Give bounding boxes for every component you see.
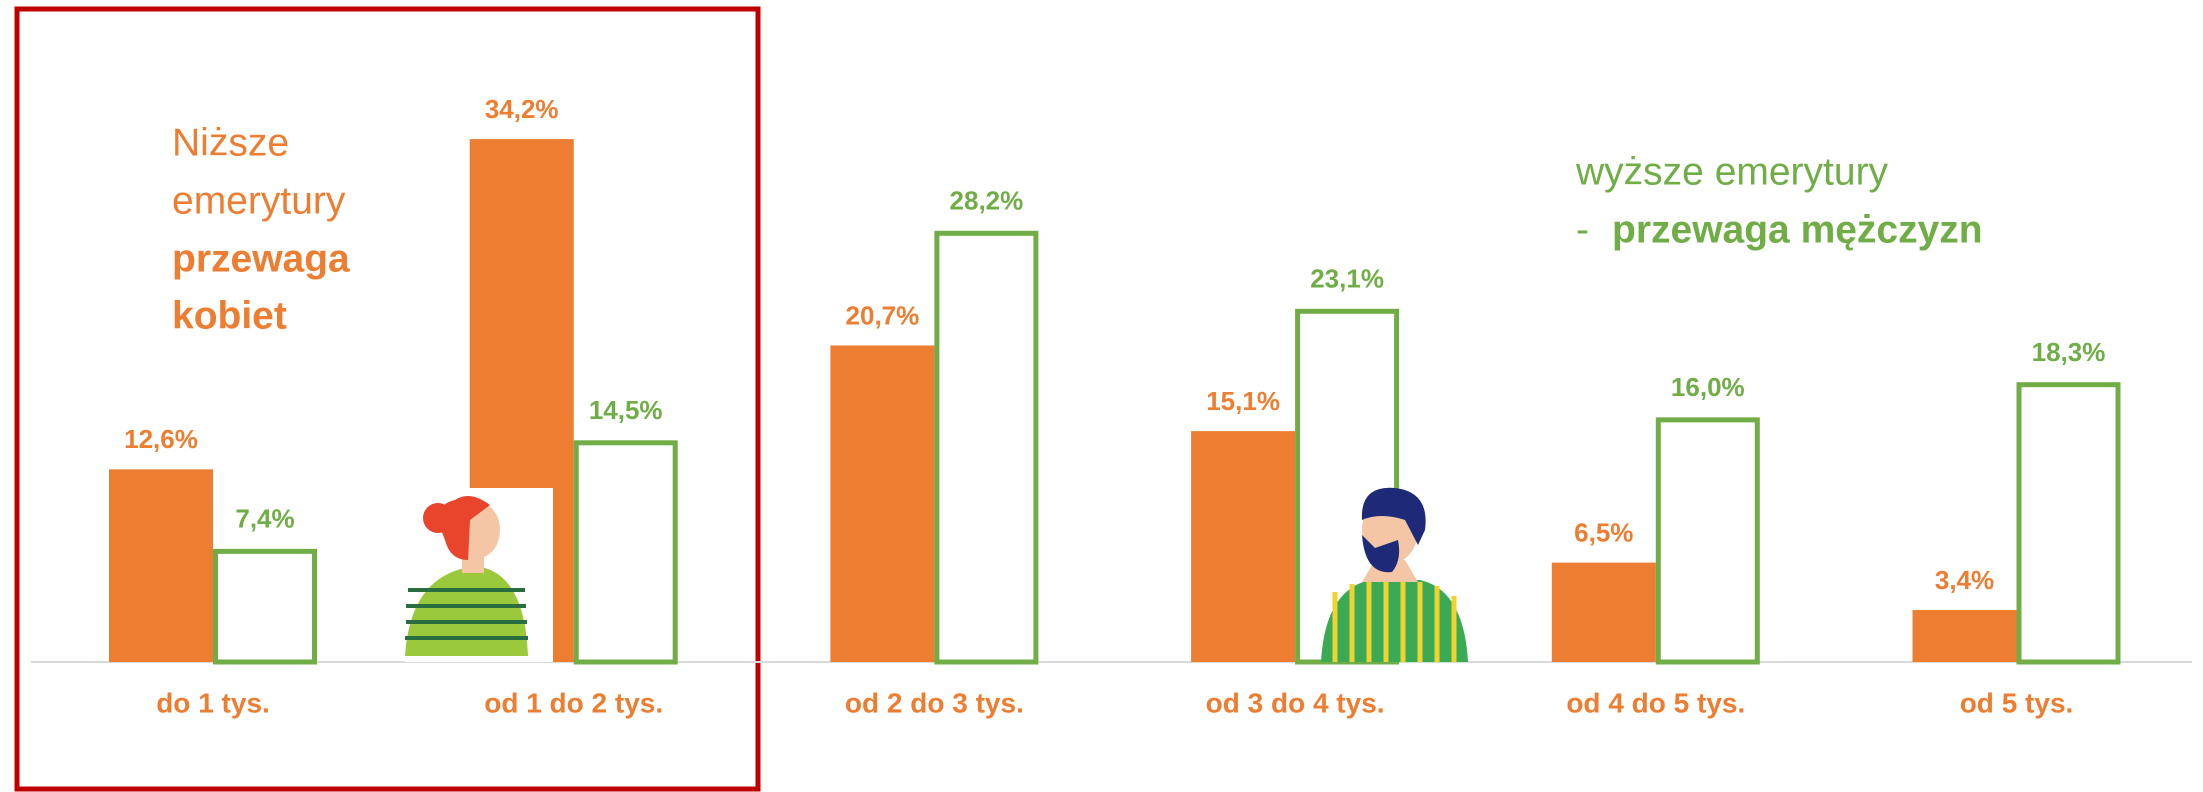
data-label: 3,4% [1935, 565, 1994, 595]
bar [1551, 562, 1656, 662]
labels: do 1 tys. 12,6% 7,4% od 1 do 2 tys. 34,2% 14,… [124, 94, 2105, 718]
data-label: 7,4% [235, 504, 294, 534]
x-tick-label: do 1 tys. [156, 687, 270, 718]
annotation-right: wyższe emerytury - przewaga mężczyzn [1575, 150, 1983, 251]
annotation: emerytury [172, 179, 346, 222]
data-label: 6,5% [1574, 517, 1633, 547]
bar [1912, 610, 2017, 662]
annotation-left: Niższe emerytury przewaga kobiet [172, 121, 350, 337]
bar [934, 230, 1039, 665]
annotation: - [1576, 208, 1589, 251]
bar [830, 345, 935, 662]
x-tick-label: od 1 do 2 tys. [484, 687, 663, 718]
bar [1655, 417, 1760, 665]
annotation: przewaga mężczyzn [1612, 208, 1983, 251]
annotation: kobiet [172, 294, 287, 337]
data-label: 23,1% [1310, 264, 1384, 294]
data-label: 34,2% [485, 94, 559, 124]
x-tick-label: od 2 do 3 tys. [845, 687, 1024, 718]
data-label: 15,1% [1206, 386, 1280, 416]
data-label: 28,2% [950, 186, 1024, 216]
highlight-box [14, 6, 761, 792]
annotation: Niższe [172, 121, 289, 164]
data-label: 18,3% [2032, 337, 2106, 367]
annotation: wyższe emerytury [1575, 150, 1889, 193]
x-tick-label: od 4 do 5 tys. [1566, 687, 1745, 718]
bar [1191, 431, 1296, 662]
data-label: 14,5% [589, 395, 663, 425]
x-tick-label: od 3 do 4 tys. [1206, 687, 1385, 718]
bar [109, 469, 213, 662]
data-label: 20,7% [846, 300, 920, 330]
bar [2016, 382, 2121, 665]
bars [109, 139, 2121, 665]
bar [573, 440, 678, 665]
x-tick-label: od 5 tys. [1960, 687, 2074, 718]
data-label: 16,0% [1671, 372, 1745, 402]
woman-figure [405, 488, 553, 662]
data-label: 12,6% [124, 424, 198, 454]
annotation: przewaga [172, 237, 350, 280]
man-figure [1321, 487, 1468, 662]
bar [213, 548, 317, 665]
